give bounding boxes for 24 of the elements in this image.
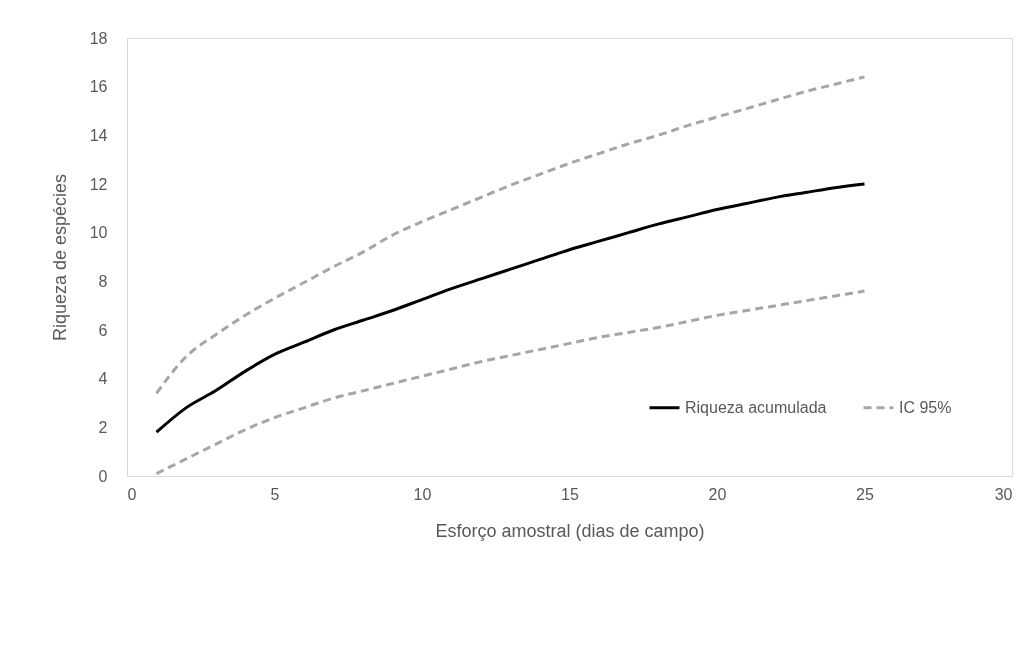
- x-tick-label: 20: [708, 485, 727, 503]
- x-tick-label: 10: [413, 485, 432, 503]
- y-tick-label: 14: [89, 126, 108, 144]
- y-tick-label: 18: [89, 29, 108, 47]
- y-tick-label: 6: [98, 321, 108, 339]
- x-tick-label: 25: [856, 485, 874, 503]
- x-tick-label: 30: [994, 485, 1013, 503]
- y-tick-label: 2: [98, 418, 108, 436]
- y-tick-label: 12: [89, 175, 108, 193]
- x-axis-title: Esforço amostral (dias de campo): [435, 520, 705, 541]
- y-tick-label: 10: [89, 224, 108, 242]
- x-tick-label: 5: [270, 485, 280, 503]
- y-tick-label: 0: [98, 467, 108, 485]
- y-tick-label: 8: [98, 272, 108, 290]
- x-tick-label: 0: [127, 485, 137, 503]
- y-tick-label: 4: [98, 370, 108, 388]
- line-series: [155, 75, 866, 395]
- legend-label: IC 95%: [899, 398, 952, 416]
- line-series: [155, 289, 866, 476]
- line-series: [155, 182, 866, 434]
- x-tick-label: 15: [561, 485, 579, 503]
- y-axis-title: Riqueza de espécies: [49, 173, 70, 342]
- legend-label: Riqueza acumulada: [685, 398, 827, 416]
- y-tick-label: 16: [89, 78, 108, 96]
